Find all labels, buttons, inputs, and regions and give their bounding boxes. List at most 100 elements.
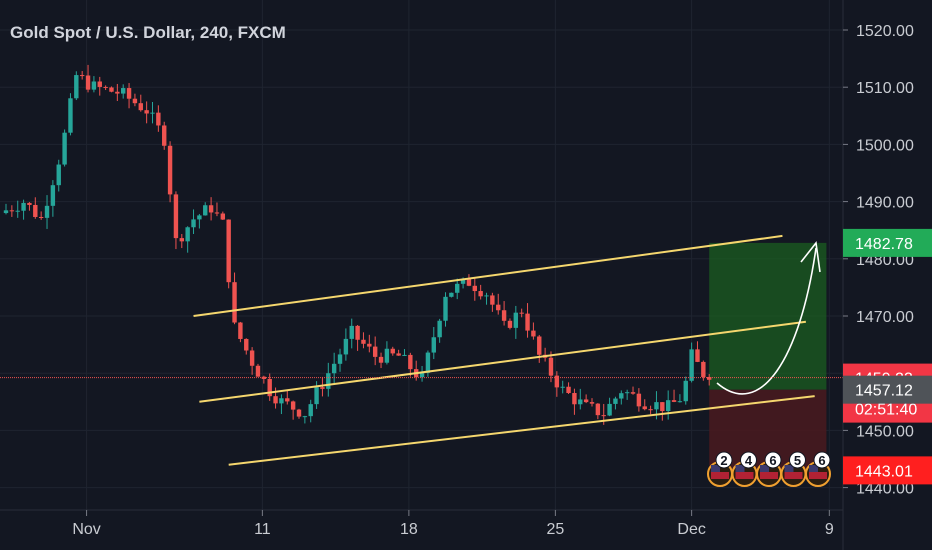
candle-body	[583, 399, 589, 403]
candle-body	[683, 380, 688, 402]
candle-body	[595, 403, 601, 416]
candle-body	[537, 336, 542, 355]
candle-body	[44, 205, 50, 218]
candle-body	[302, 416, 308, 418]
projection-arrow-path[interactable]	[716, 247, 817, 395]
candle-body	[654, 402, 659, 410]
event-stripe	[735, 472, 754, 479]
candle-body	[320, 387, 325, 389]
candle-body	[308, 404, 313, 417]
candle-body	[132, 98, 138, 104]
price-tick-label: 1450.00	[856, 423, 914, 440]
time-axis[interactable]	[0, 510, 932, 550]
candle-body	[185, 227, 190, 242]
candle-body	[9, 210, 15, 212]
price-badge-label: 1457.12	[855, 383, 913, 400]
candle-body	[255, 365, 261, 377]
candle-body	[62, 132, 67, 165]
candle-body	[449, 292, 454, 297]
candle-body	[150, 112, 155, 114]
candle-body	[144, 110, 149, 114]
candle-body	[501, 310, 507, 321]
candle-body	[484, 295, 489, 297]
candle-body	[490, 295, 495, 305]
price-tick-label: 1520.00	[856, 23, 914, 40]
candle-body	[156, 112, 161, 126]
candle-body	[525, 313, 530, 331]
time-tick-label: Nov	[72, 521, 100, 538]
economic-events[interactable]: 2 4 6 5 6	[707, 451, 831, 487]
candle-body	[460, 278, 466, 284]
candle-body	[431, 337, 436, 353]
candle-body	[349, 325, 354, 339]
candle-body	[244, 338, 249, 351]
candle-body	[642, 406, 647, 410]
candle-body	[572, 393, 577, 405]
grid-lines	[0, 0, 843, 510]
candle-body	[361, 339, 366, 344]
event-stripe	[711, 472, 729, 479]
price-badge-stop	[843, 456, 932, 485]
candle-body	[103, 86, 108, 88]
event-count-badge	[740, 451, 757, 469]
candle-body	[665, 400, 671, 412]
candle-body	[419, 372, 425, 378]
event-count-badge	[764, 451, 782, 469]
price-badge-target	[843, 228, 932, 257]
candle-body	[126, 88, 132, 99]
price-tick-label: 1500.00	[856, 137, 914, 154]
target-zone	[709, 242, 827, 390]
candle-body	[3, 210, 9, 214]
channel-line-upper[interactable]	[193, 234, 783, 317]
candle-body	[513, 312, 519, 328]
event-count-label: 6	[769, 453, 776, 468]
time-tick-label: 11	[254, 521, 271, 538]
event-stripe	[809, 472, 827, 479]
channel-line-middle[interactable]	[199, 320, 807, 403]
price-tick-label: 1510.00	[856, 80, 914, 97]
candle-body	[238, 322, 243, 339]
event-count-label: 6	[818, 453, 825, 468]
channel-line-lower[interactable]	[228, 395, 815, 466]
candle-body	[314, 387, 319, 405]
event-canton	[784, 465, 794, 472]
candle-body	[607, 403, 612, 416]
candle-body	[50, 185, 56, 206]
candle-body	[74, 75, 79, 99]
candle-body	[455, 283, 460, 293]
candle-body	[554, 375, 560, 388]
time-tick-label: Dec	[677, 521, 705, 538]
event-count-label: 4	[745, 453, 753, 468]
candle-body	[337, 354, 343, 364]
price-tick-label: 1440.00	[856, 481, 914, 498]
candle-body	[548, 357, 554, 376]
projection-arrow[interactable]	[716, 241, 821, 395]
candle-body	[466, 278, 472, 286]
candle-body	[343, 338, 349, 355]
candle-body	[214, 212, 220, 214]
candle-body	[531, 330, 536, 337]
candle-body	[478, 291, 483, 297]
candle-body	[232, 282, 237, 323]
candle-body	[396, 353, 401, 356]
event-count-label: 2	[720, 453, 727, 468]
projection-arrow-head	[800, 241, 821, 273]
price-badge-gray	[843, 375, 932, 404]
candle-body	[560, 386, 565, 388]
channel-lines[interactable]	[193, 234, 815, 466]
candle-body	[707, 376, 712, 380]
candle-body	[97, 81, 102, 87]
candle-body	[290, 401, 296, 410]
candle-body	[695, 349, 700, 362]
candle-body	[613, 398, 618, 404]
event-canton	[711, 465, 720, 472]
candle-body	[390, 348, 395, 354]
candle-body	[660, 402, 665, 412]
event-stripe	[760, 472, 778, 479]
candle-body	[372, 346, 378, 357]
candle-body	[162, 125, 167, 146]
candle-body	[437, 320, 442, 338]
candle-body	[267, 378, 272, 397]
